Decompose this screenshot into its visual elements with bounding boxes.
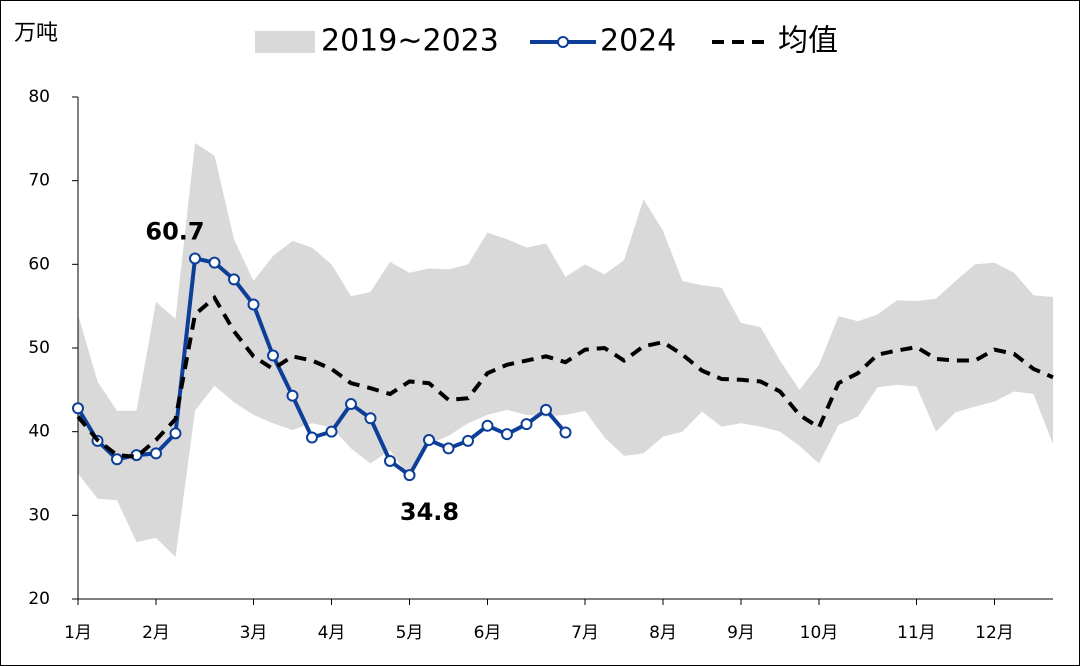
point [208, 256, 221, 269]
point [306, 431, 318, 444]
point [462, 434, 474, 447]
x-tick-label: 3月 [240, 623, 268, 643]
point [345, 398, 357, 411]
point [520, 418, 533, 431]
x-tick-label: 12月 [975, 623, 1014, 643]
x-tick-label: 6月 [474, 623, 502, 643]
point [150, 447, 162, 460]
y-tick-label: 40 [28, 422, 50, 442]
point [364, 412, 377, 425]
y-tick-label: 60 [28, 254, 50, 274]
x-tick-label: 7月 [571, 623, 599, 643]
x-tick-label: 5月 [396, 623, 424, 643]
legend-label: 2019~2023 [321, 24, 499, 59]
y-axis-label: 万吨 [14, 21, 58, 46]
x-tick-label: 1月 [64, 623, 92, 643]
point [559, 426, 572, 439]
point [286, 389, 299, 402]
point [423, 434, 435, 447]
point [481, 419, 494, 432]
legend-marker [557, 36, 569, 48]
data-label: 60.7 [145, 217, 204, 245]
legend-label: 2024 [600, 24, 676, 59]
point [72, 402, 84, 415]
y-tick-label: 50 [28, 338, 50, 358]
band-area [78, 143, 1053, 558]
x-tick-label: 10月 [800, 623, 839, 643]
y-tick-label: 20 [28, 589, 50, 609]
y-tick-label: 70 [28, 171, 50, 191]
average-line [76, 294, 1054, 459]
point [442, 442, 455, 455]
x-tick-label: 11月 [897, 623, 936, 643]
y-tick-label: 80 [28, 87, 50, 107]
x-tick-label: 2月 [142, 623, 170, 643]
point [267, 349, 279, 362]
data-label: 34.8 [400, 498, 459, 526]
point [403, 469, 416, 482]
point [111, 453, 123, 466]
x-tick-label: 8月 [649, 623, 677, 643]
point [228, 273, 240, 286]
point [189, 252, 201, 265]
legend-label: 均值 [778, 24, 838, 59]
point [384, 454, 396, 467]
point [247, 298, 260, 311]
x-tick-label: 4月 [318, 623, 346, 643]
point [325, 425, 338, 438]
y-tick-label: 30 [28, 505, 50, 525]
point [169, 427, 182, 440]
point [540, 403, 552, 416]
point [501, 428, 513, 441]
x-tick-label: 9月 [727, 623, 755, 643]
legend-swatch [255, 31, 315, 53]
